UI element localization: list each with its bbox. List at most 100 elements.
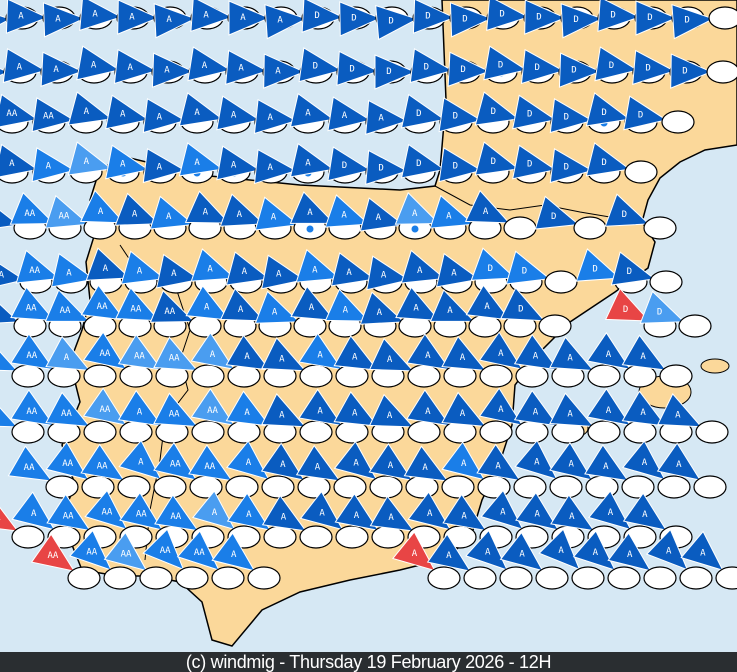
wind-arrow-icon	[153, 392, 199, 428]
wind-label: D	[564, 162, 569, 172]
wind-arrow-icon	[368, 393, 415, 428]
wind-arrow-icon	[254, 196, 300, 231]
wind-marker: A	[225, 390, 297, 444]
wind-arrow-icon	[178, 142, 224, 177]
wind-arrow-icon	[513, 389, 559, 427]
station-point	[191, 420, 225, 444]
wind-label: A	[92, 10, 98, 20]
wind-arrow-icon	[610, 251, 656, 286]
wind-label: A	[66, 268, 72, 278]
wind-label: A	[427, 509, 433, 519]
station-point	[119, 420, 153, 444]
wind-label: AA	[97, 302, 108, 312]
wind-label: D	[342, 161, 347, 171]
wind-marker: A	[406, 389, 477, 444]
wind-arrow-icon	[680, 530, 724, 572]
wind-label: A	[388, 513, 394, 523]
wind-arrow-icon	[225, 49, 269, 86]
wind-arrow-icon	[187, 46, 232, 82]
wind-label: A	[84, 157, 90, 167]
wind-label: AA	[63, 511, 74, 521]
wind-arrow-icon	[11, 491, 56, 531]
wind-arrow-icon	[117, 389, 163, 427]
wind-label: A	[120, 110, 126, 120]
wind-arrow-icon	[441, 335, 487, 371]
station-point	[715, 566, 737, 590]
wind-marker: A	[359, 291, 432, 338]
station-point	[607, 566, 641, 590]
wind-marker: AA	[149, 289, 222, 338]
wind-arrow-icon	[429, 194, 475, 229]
wind-marker: A	[464, 189, 537, 240]
wind-label: AA	[164, 307, 175, 317]
wind-marker: A	[406, 333, 477, 388]
wind-arrow-icon	[105, 94, 150, 130]
wind-arrow-icon	[550, 494, 595, 532]
wind-arrow-icon	[184, 190, 231, 224]
wind-marker: A	[478, 387, 549, 444]
wind-marker: A	[299, 490, 369, 549]
wind-arrow-icon	[45, 335, 91, 371]
wind-arrow-icon	[149, 195, 195, 230]
wind-arrow-icon	[261, 254, 306, 290]
wind-marker: A	[298, 332, 369, 388]
wind-arrow-icon	[407, 491, 452, 531]
wind-label: A	[569, 512, 575, 522]
wind-label: AA	[194, 548, 205, 558]
wind-label: A	[640, 352, 646, 362]
wind-label: A	[129, 12, 135, 22]
wind-label: A	[279, 410, 285, 420]
wind-marker: AA	[80, 284, 152, 338]
wind-arrow-icon	[478, 387, 524, 426]
wind-marker: AA	[153, 336, 225, 388]
wind-label: A	[231, 110, 237, 120]
station-point	[83, 364, 117, 388]
wind-arrow-icon	[178, 92, 224, 127]
wind-arrow-icon	[7, 445, 53, 482]
wind-label: A	[495, 461, 501, 471]
wind-arrow-icon	[44, 194, 90, 229]
wind-arrow-icon	[339, 1, 382, 37]
wind-label: A	[319, 509, 325, 519]
wind-arrow-icon	[480, 489, 524, 531]
wind-arrow-icon	[176, 530, 220, 571]
wind-label: A	[608, 508, 614, 518]
wind-arrow-icon	[560, 3, 604, 39]
wind-arrow-icon	[76, 45, 121, 81]
wind-label: A	[460, 353, 466, 363]
wind-arrow-icon	[225, 251, 271, 286]
wind-marker: A	[261, 494, 333, 549]
wind-label: A	[341, 211, 347, 221]
wind-marker: A	[429, 194, 502, 240]
wind-marker: AA	[30, 533, 101, 590]
wind-marker: AA	[190, 387, 261, 444]
wind-label: D	[388, 16, 393, 26]
wind-marker: A	[499, 531, 569, 590]
station-point	[643, 566, 677, 590]
wind-label: AA	[99, 349, 110, 359]
station-point	[661, 110, 695, 134]
wind-label: A	[238, 64, 244, 74]
wind-label: A	[412, 549, 418, 559]
wind-arrow-icon	[333, 440, 378, 481]
wind-arrow-icon	[441, 441, 486, 481]
wind-label: AA	[62, 459, 73, 469]
wind-arrow-icon	[15, 249, 61, 284]
station-point	[263, 525, 297, 549]
wind-label: A	[164, 66, 170, 76]
station-point	[441, 475, 475, 499]
wind-label: A	[569, 460, 575, 470]
wind-arrow-icon	[369, 495, 415, 532]
wind-arrow-icon	[520, 48, 565, 85]
wind-label: A	[46, 162, 52, 172]
wind-marker: A	[514, 439, 583, 499]
wind-label: A	[98, 207, 104, 217]
wind-arrow-icon	[31, 147, 76, 183]
wind-marker: A	[478, 331, 549, 388]
wind-arrow-icon	[10, 333, 55, 371]
wind-label: A	[498, 405, 504, 415]
wind-marker: D	[671, 3, 737, 40]
wind-label: A	[238, 305, 244, 315]
station-point	[407, 364, 441, 388]
wind-label: AA	[26, 407, 37, 417]
